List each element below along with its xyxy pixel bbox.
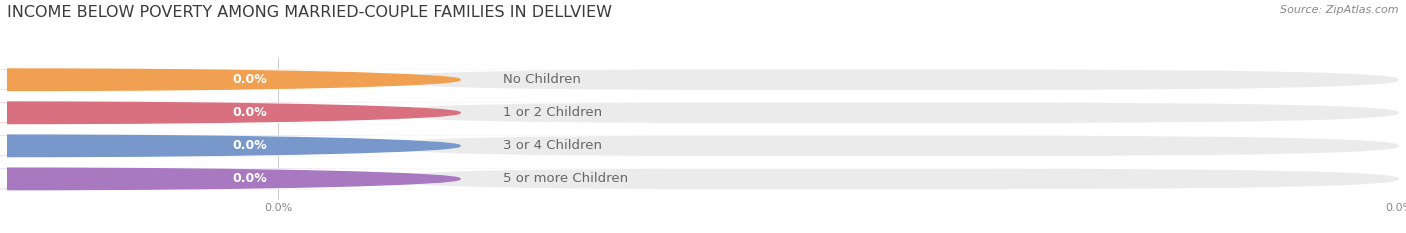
- FancyBboxPatch shape: [0, 169, 418, 189]
- Circle shape: [0, 102, 460, 123]
- FancyBboxPatch shape: [0, 103, 741, 123]
- Text: 0.0%: 0.0%: [232, 106, 267, 119]
- Circle shape: [0, 168, 460, 190]
- Text: 3 or 4 Children: 3 or 4 Children: [503, 139, 602, 152]
- FancyBboxPatch shape: [0, 136, 741, 156]
- FancyBboxPatch shape: [7, 169, 1399, 189]
- Text: Source: ZipAtlas.com: Source: ZipAtlas.com: [1281, 5, 1399, 15]
- Text: 0.0%: 0.0%: [232, 73, 267, 86]
- FancyBboxPatch shape: [0, 169, 741, 189]
- Circle shape: [0, 135, 460, 157]
- Text: No Children: No Children: [503, 73, 581, 86]
- FancyBboxPatch shape: [0, 69, 418, 90]
- FancyBboxPatch shape: [7, 69, 1399, 90]
- FancyBboxPatch shape: [7, 103, 1399, 123]
- Text: 5 or more Children: 5 or more Children: [503, 172, 628, 185]
- FancyBboxPatch shape: [0, 136, 418, 156]
- Text: 0.0%: 0.0%: [232, 139, 267, 152]
- Text: 0.0%: 0.0%: [232, 172, 267, 185]
- FancyBboxPatch shape: [0, 69, 741, 90]
- Text: 1 or 2 Children: 1 or 2 Children: [503, 106, 602, 119]
- FancyBboxPatch shape: [7, 136, 1399, 156]
- Text: INCOME BELOW POVERTY AMONG MARRIED-COUPLE FAMILIES IN DELLVIEW: INCOME BELOW POVERTY AMONG MARRIED-COUPL…: [7, 5, 612, 20]
- Circle shape: [0, 69, 460, 90]
- FancyBboxPatch shape: [0, 103, 418, 123]
